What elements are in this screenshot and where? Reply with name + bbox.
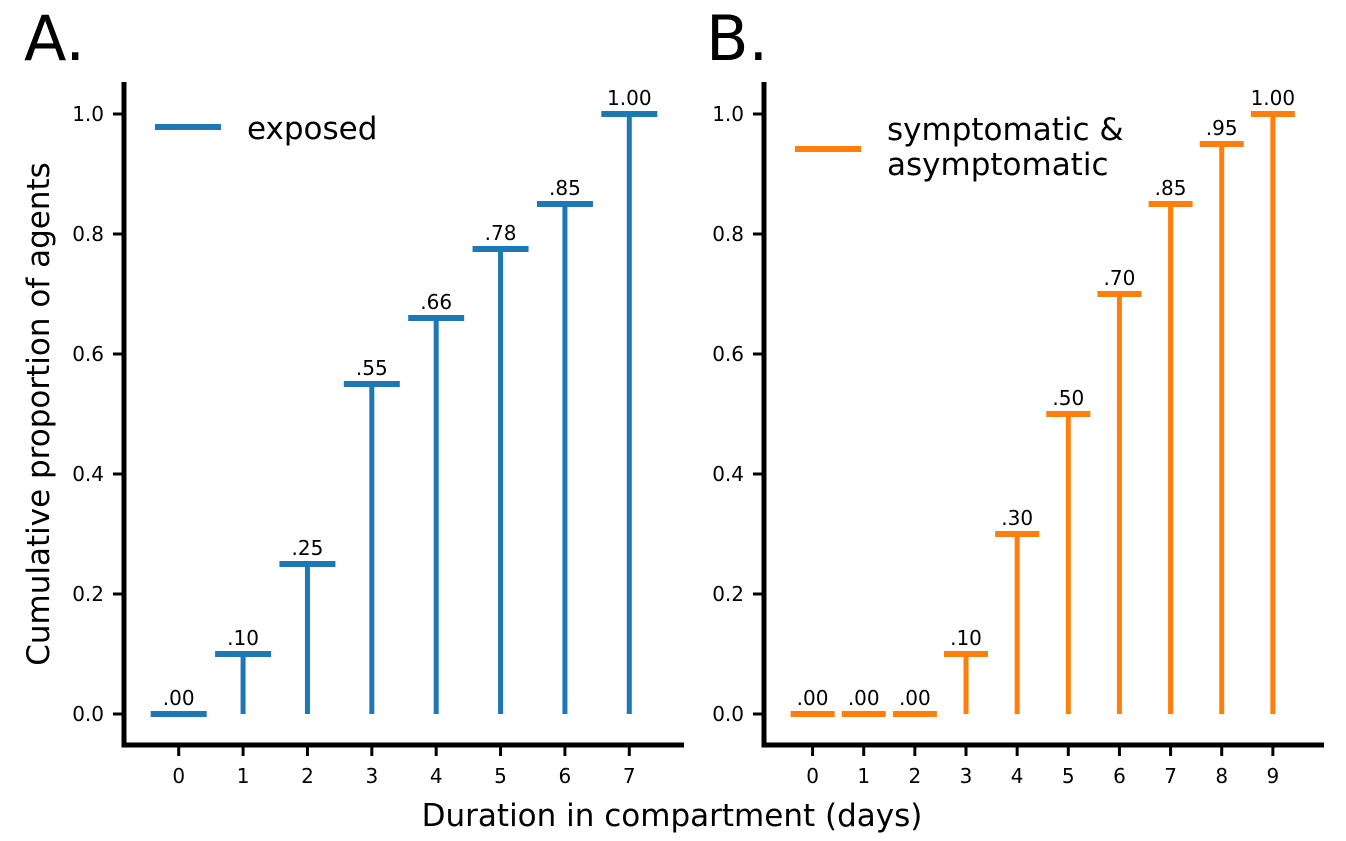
panel-a-x-tick-label: 4 bbox=[430, 764, 443, 788]
panel-a-letter: A. bbox=[24, 2, 85, 75]
panel-b-data-label: .30 bbox=[1001, 506, 1033, 530]
panel-b-y-tick-label: 1.0 bbox=[712, 102, 744, 126]
panel-b-x-tick-label: 8 bbox=[1215, 764, 1228, 788]
panel-b-y-tick-label: 0.2 bbox=[712, 582, 744, 606]
panel-b-x-tick-label: 0 bbox=[806, 764, 819, 788]
panel-a-chart: A.0.00.20.40.60.81.00 1 2 3 4 5 6 7.00.10.25.55… bbox=[24, 2, 684, 788]
panel-b-data-label: .00 bbox=[797, 686, 829, 710]
panel-b-data-label: .50 bbox=[1052, 386, 1084, 410]
panel-a-data-label: .00 bbox=[163, 686, 195, 710]
panel-b-data-label: .85 bbox=[1155, 176, 1187, 200]
panel-b-y-tick-label: 0.6 bbox=[712, 342, 744, 366]
panel-a-data-label: 1.00 bbox=[607, 86, 652, 110]
panel-b-x-tick-label: 4 bbox=[1011, 764, 1024, 788]
panel-a-y-tick-label: 0.2 bbox=[72, 582, 104, 606]
panel-b-chart: B.0.00.20.40.60.81.00 1 2 3 4 5 6 7 8 9.00.00.00.… bbox=[706, 2, 1324, 788]
panel-b-x-tick-label: 5 bbox=[1062, 764, 1075, 788]
panel-b-data-label: .70 bbox=[1104, 266, 1136, 290]
panel-b-x-tick-label: 7 bbox=[1164, 764, 1177, 788]
panel-a-data-label: .78 bbox=[485, 221, 517, 245]
panel-a-data-label: .66 bbox=[420, 290, 452, 314]
panel-a-x-tick-label: 5 bbox=[494, 764, 507, 788]
panel-b-legend-text: asymptomatic bbox=[887, 147, 1109, 183]
panel-a-y-tick-label: 0.0 bbox=[72, 702, 104, 726]
panel-b-legend-text: symptomatic & bbox=[887, 112, 1124, 148]
panel-a-y-tick-label: 1.0 bbox=[72, 102, 104, 126]
panel-a-data-label: .85 bbox=[549, 176, 581, 200]
x-axis-title: Duration in compartment (days) bbox=[422, 798, 923, 834]
panel-b-data-label: .00 bbox=[848, 686, 880, 710]
panel-b-x-tick-label: 9 bbox=[1266, 764, 1279, 788]
panel-a-x-tick-label: 2 bbox=[301, 764, 314, 788]
panel-b-letter: B. bbox=[706, 2, 768, 75]
panel-b-y-tick-label: 0.4 bbox=[712, 462, 744, 486]
panel-a-data-label: .25 bbox=[292, 536, 324, 560]
panel-a-data-label: .55 bbox=[356, 356, 388, 380]
panel-b-data-label: 1.00 bbox=[1251, 86, 1296, 110]
panel-a-x-tick-label: 7 bbox=[623, 764, 636, 788]
panel-b-x-tick-label: 3 bbox=[960, 764, 973, 788]
panel-b-x-tick-label: 6 bbox=[1113, 764, 1126, 788]
panel-b-data-label: .00 bbox=[899, 686, 931, 710]
panel-a-legend-text: exposed bbox=[247, 111, 377, 147]
panel-a-x-tick-label: 1 bbox=[237, 764, 250, 788]
panel-a-x-tick-label: 6 bbox=[559, 764, 572, 788]
panel-b-data-label: .10 bbox=[950, 626, 982, 650]
panel-b-y-tick-label: 0.0 bbox=[712, 702, 744, 726]
y-axis-title: Cumulative proportion of agents bbox=[21, 162, 57, 666]
panel-b-data-label: .95 bbox=[1206, 116, 1238, 140]
panel-a-y-tick-label: 0.6 bbox=[72, 342, 104, 366]
panel-a-x-tick-label: 3 bbox=[365, 764, 378, 788]
panel-a-data-label: .10 bbox=[227, 626, 259, 650]
panel-a-x-tick-label: 0 bbox=[172, 764, 185, 788]
panel-b-y-tick-label: 0.8 bbox=[712, 222, 744, 246]
panel-b-x-tick-label: 1 bbox=[857, 764, 870, 788]
panel-a-y-tick-label: 0.8 bbox=[72, 222, 104, 246]
panel-b-x-tick-label: 2 bbox=[909, 764, 922, 788]
panel-a-y-tick-label: 0.4 bbox=[72, 462, 104, 486]
